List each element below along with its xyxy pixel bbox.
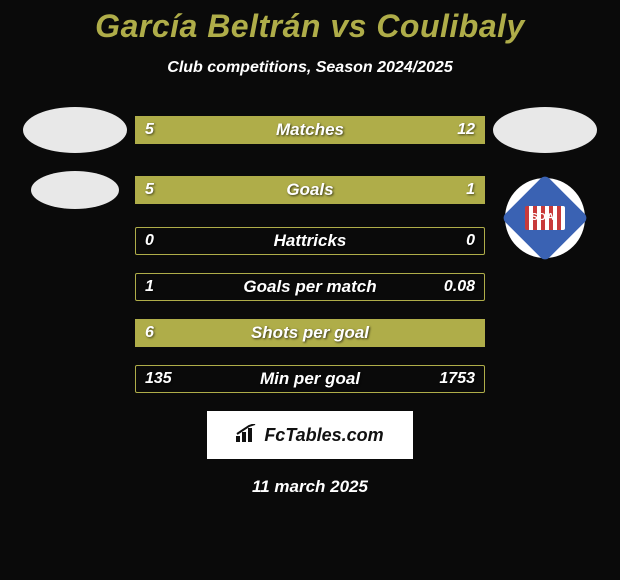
bar-container: 5 Matches 12 — [135, 116, 485, 144]
bar-left-value: 5 — [145, 181, 154, 199]
bar-left-value: 5 — [145, 121, 154, 139]
club-badge: SDA — [505, 178, 585, 258]
bar-container: 0 Hattricks 0 — [135, 227, 485, 255]
stat-row: 135 Min per goal 1753 — [0, 365, 620, 393]
bar-label: Goals per match — [243, 277, 376, 297]
bar-left-value: 6 — [145, 324, 154, 342]
left-avatar-col — [15, 171, 135, 209]
bar: 6 Shots per goal — [135, 319, 485, 347]
bar-right-value: 0 — [466, 232, 475, 250]
bar-right-value: 12 — [457, 121, 475, 139]
bar-label: Goals — [286, 180, 333, 200]
club-badge-label: SDA — [531, 212, 555, 223]
footer-logo-text: FcTables.com — [264, 425, 383, 446]
bar-left-value: 135 — [145, 370, 172, 388]
bar-container: 5 Goals 1 — [135, 176, 485, 204]
bar-right-value: 0.08 — [444, 278, 475, 296]
subtitle: Club competitions, Season 2024/2025 — [0, 59, 620, 77]
bar: 135 Min per goal 1753 — [135, 365, 485, 393]
comparison-infographic: García Beltrán vs Coulibaly Club competi… — [0, 0, 620, 497]
stat-row: 1 Goals per match 0.08 — [0, 273, 620, 301]
bar-left-value: 1 — [145, 278, 154, 296]
bar-left-value: 0 — [145, 232, 154, 250]
chart-icon — [236, 424, 258, 447]
stat-row: 5 Goals 1 SDA — [0, 171, 620, 209]
player-left-avatar-small — [31, 171, 119, 209]
date: 11 march 2025 — [0, 477, 620, 497]
bar-right-value: 1753 — [439, 370, 475, 388]
right-avatar-col — [485, 107, 605, 153]
bar-label: Hattricks — [274, 231, 347, 251]
bar-container: 135 Min per goal 1753 — [135, 365, 485, 393]
bar: 5 Goals 1 — [135, 176, 485, 204]
bar: 1 Goals per match 0.08 — [135, 273, 485, 301]
bar: 5 Matches 12 — [135, 116, 485, 144]
stat-row: 5 Matches 12 — [0, 107, 620, 153]
bar-label: Matches — [276, 120, 344, 140]
bar-container: 1 Goals per match 0.08 — [135, 273, 485, 301]
bar-left-fill — [135, 116, 282, 144]
player-right-avatar — [493, 107, 597, 153]
title: García Beltrán vs Coulibaly — [0, 8, 620, 45]
player-left-avatar — [23, 107, 127, 153]
bar-label: Shots per goal — [251, 323, 369, 343]
bar-left-fill — [135, 176, 408, 204]
bar-label: Min per goal — [260, 369, 360, 389]
footer-logo: FcTables.com — [207, 411, 413, 459]
bar: 0 Hattricks 0 — [135, 227, 485, 255]
bar-right-value: 1 — [466, 181, 475, 199]
left-avatar-col — [15, 107, 135, 153]
stat-row: 6 Shots per goal — [0, 319, 620, 347]
bar-container: 6 Shots per goal — [135, 319, 485, 347]
